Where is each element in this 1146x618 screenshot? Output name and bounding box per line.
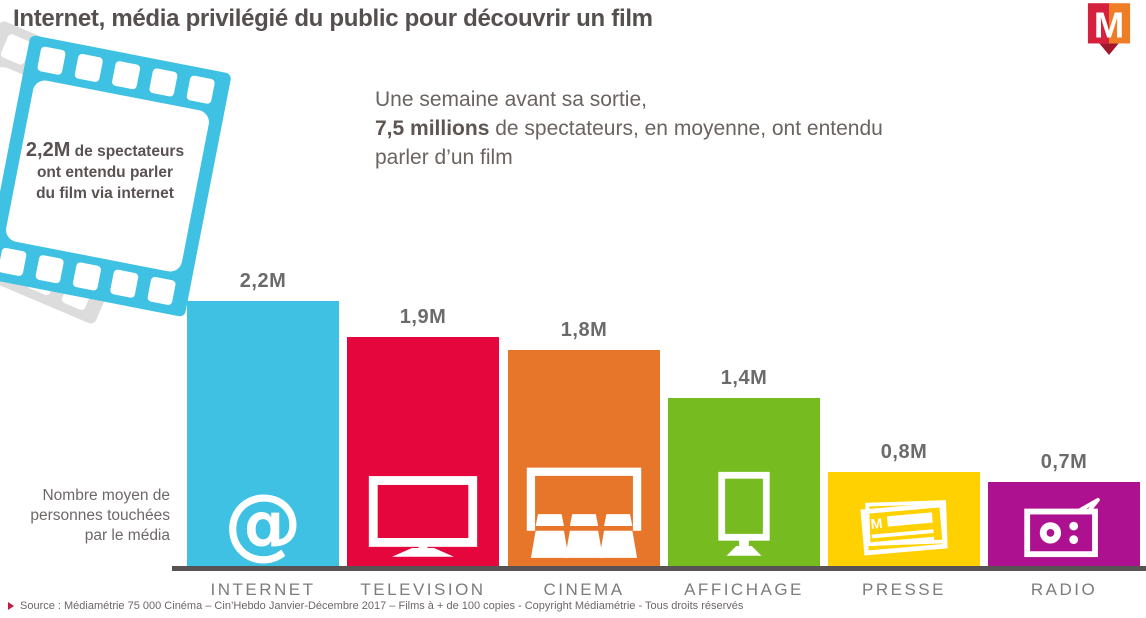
bar-value-presse: 0,8M — [880, 441, 928, 463]
category-label-internet: INTERNET — [210, 580, 316, 599]
category-label-presse: PRESSE — [862, 580, 946, 599]
tv-icon — [367, 475, 479, 559]
bar-television: 1,9M TELEVISION — [347, 306, 499, 599]
bar-value-television: 1,9M — [399, 306, 447, 328]
bar-internet: 2,2M @ INTERNET — [187, 270, 339, 599]
callout-line2: ont entendu parler — [36, 164, 174, 181]
headline-bold-figure: 7,5 millions — [375, 117, 490, 140]
callout-value: 2,2M — [25, 139, 71, 161]
callout-value-suffix: de spectateurs — [70, 143, 185, 160]
bar-cinema: 1,8M CINEMA — [508, 319, 660, 599]
bar-value-cinema: 1,8M — [560, 319, 608, 341]
x-axis-baseline — [172, 566, 1146, 571]
radio-icon — [1021, 497, 1107, 559]
logo-letter: M — [1094, 5, 1124, 46]
source-text: Source : Médiamétrie 75 000 Cinéma – Cin… — [20, 600, 744, 612]
newspaper-letter: M — [870, 515, 883, 532]
callout-line3: du film via internet — [36, 185, 174, 202]
headline: Une semaine avant sa sortie, 7,5 million… — [375, 85, 1015, 172]
bar-radio: 0,7M RADIO — [988, 451, 1140, 599]
page-title: Internet, média privilégié du public pou… — [13, 5, 653, 32]
newspaper-icon: M — [856, 497, 952, 559]
headline-line3: parler d’un film — [375, 146, 513, 169]
category-label-cinema: CINEMA — [543, 580, 625, 599]
category-label-television: TELEVISION — [360, 580, 486, 599]
headline-line2-rest: de spectateurs, en moyenne, ont entendu — [489, 117, 883, 140]
bar-value-internet: 2,2M — [239, 270, 287, 292]
source-line: Source : Médiamétrie 75 000 Cinéma – Cin… — [8, 600, 743, 612]
at-icon: @ — [224, 479, 302, 569]
billboard-icon — [713, 471, 775, 559]
bar-value-radio: 0,7M — [1040, 451, 1088, 473]
callout-text: 2,2M de spectateurs ont entendu parler d… — [5, 140, 205, 204]
cinema-seats-icon — [525, 467, 643, 559]
y-axis-label: Nombre moyen de personnes touchées par l… — [30, 487, 170, 544]
bar-affichage: 1,4M AFFICHAGE — [668, 367, 820, 599]
mediametrie-logo-icon: M — [1087, 3, 1131, 55]
category-label-affichage: AFFICHAGE — [684, 580, 804, 599]
bar-presse: 0,8M M PRESSE — [828, 441, 980, 599]
category-label-radio: RADIO — [1030, 580, 1098, 599]
source-bullet-icon — [8, 602, 14, 610]
bar-value-affichage: 1,4M — [720, 367, 768, 389]
headline-line1: Une semaine avant sa sortie, — [375, 88, 647, 111]
